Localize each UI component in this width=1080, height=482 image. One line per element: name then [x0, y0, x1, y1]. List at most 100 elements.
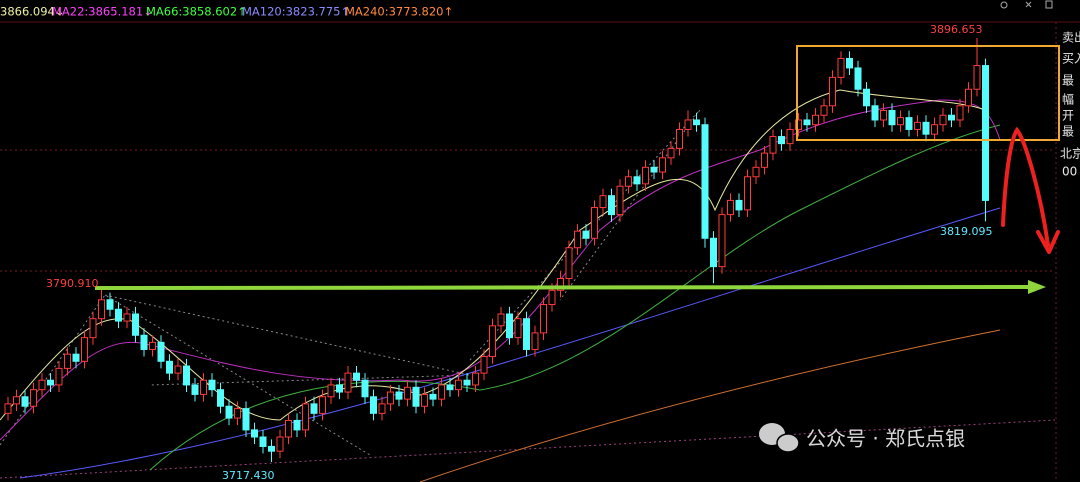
candle-body: [259, 436, 267, 447]
candle-body: [183, 365, 190, 386]
candle-body: [225, 405, 233, 419]
ma-line: [149, 124, 1001, 471]
side-label: 开: [1062, 109, 1074, 123]
candle-body: [242, 408, 250, 431]
side-label: 00: [1062, 165, 1077, 179]
candle-body: [480, 356, 488, 374]
candle-body: [837, 57, 845, 78]
candle-body: [47, 379, 54, 386]
candle-body: [21, 396, 29, 407]
candle-body: [395, 391, 403, 400]
watermark: 公众号 · 郑氏点银: [806, 427, 965, 451]
candle-body: [914, 121, 921, 130]
candle-body: [710, 237, 717, 268]
candle-body: [982, 65, 989, 201]
candle-body: [38, 379, 46, 391]
candle-body: [455, 379, 462, 391]
side-label: 最: [1062, 125, 1074, 139]
candle-body: [854, 67, 862, 90]
candle-body: [574, 230, 581, 249]
ma-line: [19, 207, 1001, 479]
settings-icon[interactable]: [1000, 1, 1008, 9]
candle-body: [846, 57, 853, 69]
candle-body: [540, 304, 547, 334]
candle-body: [344, 372, 352, 393]
candle-body: [497, 313, 505, 327]
candle-body: [786, 128, 794, 145]
candle-body: [582, 230, 590, 239]
channel-line: [0, 419, 1056, 479]
candle-body: [650, 166, 658, 173]
side-label: 最: [1062, 74, 1074, 88]
candle-body: [744, 176, 751, 211]
candle-body: [302, 403, 309, 431]
ma-label: MA22:3865.181↓: [52, 5, 153, 19]
annotation: 3896.653: [930, 23, 983, 36]
candle-body: [888, 110, 896, 126]
window-controls[interactable]: [1000, 0, 1053, 9]
candle-body: [523, 318, 530, 350]
candle-body: [89, 318, 97, 339]
side-label: 幅: [1062, 92, 1074, 107]
support-arrow-head: [1028, 280, 1046, 294]
candle-body: [676, 128, 683, 149]
candle-body: [285, 419, 292, 438]
candle-body: [200, 379, 207, 395]
candle-body: [557, 277, 564, 291]
candle-body: [803, 119, 811, 126]
candle-body: [880, 110, 887, 121]
candle-body: [13, 396, 20, 405]
trend-arrow-head: [1036, 230, 1060, 254]
candle-body: [268, 445, 275, 452]
candle-body: [684, 119, 692, 130]
candle-body: [659, 157, 666, 173]
candle-body: [234, 408, 241, 419]
candle-body: [761, 152, 768, 168]
restore-icon[interactable]: [1045, 0, 1053, 9]
watermark-icon: [759, 423, 800, 453]
candle-body: [404, 386, 411, 400]
support-arrow: [94, 285, 1031, 290]
candle-body: [472, 372, 479, 386]
candle-body: [55, 367, 63, 386]
side-label: 卖出: [1062, 31, 1080, 45]
candle-body: [667, 147, 675, 159]
candle-body: [701, 124, 709, 239]
highlight-box: [796, 45, 1060, 141]
candle-body: [140, 334, 148, 350]
candle-body: [863, 88, 870, 107]
candle-body: [336, 384, 343, 393]
ma-label: MA120:3823.775↑: [242, 5, 350, 19]
candle-body: [106, 299, 114, 310]
candle-body: [378, 403, 386, 414]
candle-body: [157, 341, 165, 362]
candle-body: [506, 313, 513, 339]
ma-label: MA66:3858.602↑: [146, 5, 247, 19]
candle-body: [149, 341, 156, 350]
candle-body: [123, 313, 131, 322]
candle-body: [829, 76, 836, 107]
candle-body: [191, 384, 199, 395]
trend-arrow: [1001, 126, 1050, 247]
candle-body: [276, 436, 284, 452]
candle-body: [208, 379, 216, 391]
close-icon[interactable]: [1025, 1, 1032, 8]
candle-body: [412, 386, 420, 407]
candle-body: [166, 360, 173, 374]
candle-body: [599, 195, 607, 209]
candle-body: [931, 124, 938, 135]
candle-body: [616, 185, 624, 216]
side-label: 买入: [1062, 52, 1080, 66]
candle-body: [727, 199, 734, 216]
ma-label: MA240:3773.820↑: [345, 5, 453, 19]
candle-body: [625, 176, 632, 187]
candle-body: [897, 117, 904, 126]
candle-body: [820, 105, 828, 116]
candle-body: [973, 65, 981, 90]
candle-body: [98, 299, 105, 320]
candle-body: [319, 396, 326, 414]
candle-body: [115, 308, 122, 322]
